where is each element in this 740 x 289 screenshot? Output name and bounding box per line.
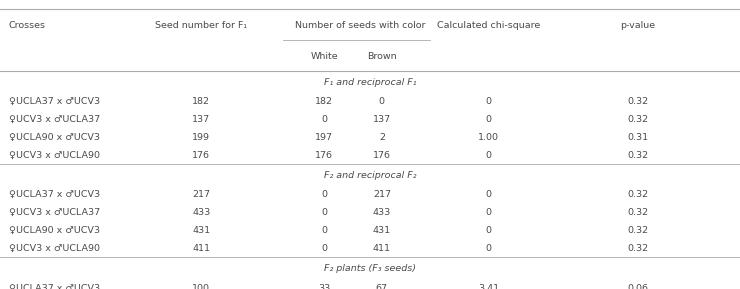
Text: 217: 217 <box>373 190 391 199</box>
Text: Seed number for F₁: Seed number for F₁ <box>155 21 247 30</box>
Text: 0: 0 <box>485 208 491 217</box>
Text: 411: 411 <box>192 244 210 253</box>
Text: ♀UCLA90 x ♂UCV3: ♀UCLA90 x ♂UCV3 <box>9 226 100 235</box>
Text: 176: 176 <box>373 151 391 160</box>
Text: Brown: Brown <box>367 52 397 62</box>
Text: 0: 0 <box>321 115 327 124</box>
Text: 0: 0 <box>321 226 327 235</box>
Text: 199: 199 <box>192 133 210 142</box>
Text: 0.32: 0.32 <box>628 244 648 253</box>
Text: 3.41: 3.41 <box>478 284 499 289</box>
Text: 0: 0 <box>485 226 491 235</box>
Text: 1.00: 1.00 <box>478 133 499 142</box>
Text: 0.32: 0.32 <box>628 151 648 160</box>
Text: ♀UCV3 x ♂UCLA37: ♀UCV3 x ♂UCLA37 <box>9 208 100 217</box>
Text: 433: 433 <box>192 208 210 217</box>
Text: 100: 100 <box>192 284 210 289</box>
Text: p-value: p-value <box>620 21 656 30</box>
Text: Calculated chi-square: Calculated chi-square <box>437 21 540 30</box>
Text: 137: 137 <box>192 115 210 124</box>
Text: ♀UCV3 x ♂UCLA37: ♀UCV3 x ♂UCLA37 <box>9 115 100 124</box>
Text: 0: 0 <box>485 115 491 124</box>
Text: 0: 0 <box>485 190 491 199</box>
Text: 176: 176 <box>192 151 210 160</box>
Text: 411: 411 <box>373 244 391 253</box>
Text: 0.32: 0.32 <box>628 226 648 235</box>
Text: Number of seeds with color: Number of seeds with color <box>295 21 425 30</box>
Text: 197: 197 <box>315 133 333 142</box>
Text: F₁ and reciprocal F₁: F₁ and reciprocal F₁ <box>324 77 416 87</box>
Text: F₂ plants (F₃ seeds): F₂ plants (F₃ seeds) <box>324 264 416 273</box>
Text: ♀UCLA90 x ♂UCV3: ♀UCLA90 x ♂UCV3 <box>9 133 100 142</box>
Text: 433: 433 <box>373 208 391 217</box>
Text: 0.06: 0.06 <box>628 284 648 289</box>
Text: 176: 176 <box>315 151 333 160</box>
Text: 0: 0 <box>485 244 491 253</box>
Text: 0: 0 <box>321 190 327 199</box>
Text: 0.31: 0.31 <box>628 133 648 142</box>
Text: 67: 67 <box>376 284 388 289</box>
Text: White: White <box>310 52 338 62</box>
Text: 431: 431 <box>373 226 391 235</box>
Text: 182: 182 <box>192 97 210 106</box>
Text: 431: 431 <box>192 226 210 235</box>
Text: 33: 33 <box>318 284 330 289</box>
Text: 0.32: 0.32 <box>628 208 648 217</box>
Text: ♀UCV3 x ♂UCLA90: ♀UCV3 x ♂UCLA90 <box>9 244 100 253</box>
Text: 0: 0 <box>485 97 491 106</box>
Text: 0.32: 0.32 <box>628 97 648 106</box>
Text: 182: 182 <box>315 97 333 106</box>
Text: ♀UCLA37 x ♂UCV3: ♀UCLA37 x ♂UCV3 <box>9 97 100 106</box>
Text: 0.32: 0.32 <box>628 190 648 199</box>
Text: 0: 0 <box>321 244 327 253</box>
Text: 137: 137 <box>373 115 391 124</box>
Text: 0.32: 0.32 <box>628 115 648 124</box>
Text: Crosses: Crosses <box>9 21 46 30</box>
Text: 0: 0 <box>485 151 491 160</box>
Text: ♀UCLA37 x ♂UCV3: ♀UCLA37 x ♂UCV3 <box>9 190 100 199</box>
Text: ♀UCLA37 x ♂UCV3: ♀UCLA37 x ♂UCV3 <box>9 284 100 289</box>
Text: 217: 217 <box>192 190 210 199</box>
Text: ♀UCV3 x ♂UCLA90: ♀UCV3 x ♂UCLA90 <box>9 151 100 160</box>
Text: 0: 0 <box>379 97 385 106</box>
Text: 0: 0 <box>321 208 327 217</box>
Text: 2: 2 <box>379 133 385 142</box>
Text: F₂ and reciprocal F₂: F₂ and reciprocal F₂ <box>324 171 416 180</box>
